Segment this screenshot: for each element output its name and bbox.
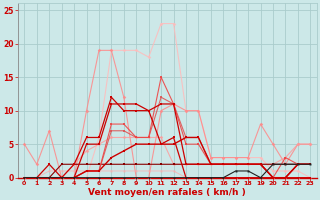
X-axis label: Vent moyen/en rafales ( km/h ): Vent moyen/en rafales ( km/h ) [88,188,246,197]
